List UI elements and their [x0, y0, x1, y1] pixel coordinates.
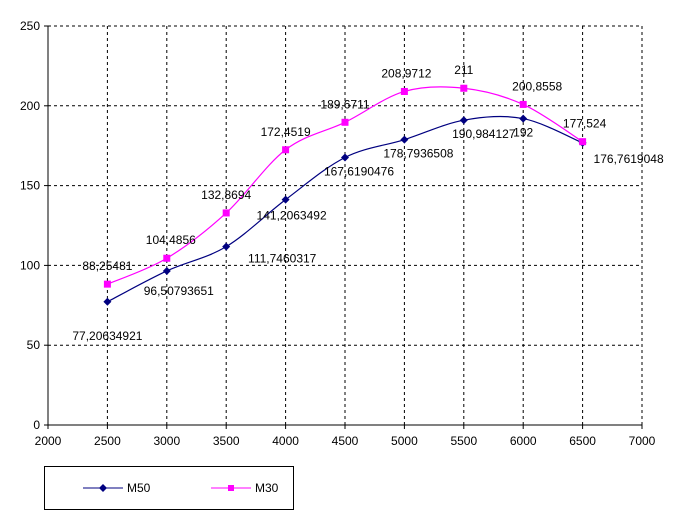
legend-label-m30: M30 [255, 481, 279, 495]
x-tick-label: 3500 [213, 434, 240, 448]
data-label-m30: 189,6711 [320, 97, 369, 111]
data-point-m30 [282, 146, 290, 154]
data-point-m30 [163, 254, 171, 262]
x-tick-label: 2500 [94, 434, 121, 448]
data-label-m50: 176,7619048 [594, 152, 664, 166]
data-point-m30 [460, 84, 468, 92]
x-tick-label: 5500 [450, 434, 477, 448]
data-label-m50: 190,984127 [452, 127, 516, 141]
data-label-m50: 96,50793651 [144, 284, 214, 298]
x-tick-label: 6000 [510, 434, 537, 448]
data-label-m50: 141,2063492 [257, 209, 327, 223]
y-tick-label: 100 [20, 258, 40, 272]
data-label-m30: 211 [454, 63, 473, 77]
data-point-m30 [103, 280, 111, 288]
data-label-m50: 167,6190476 [324, 164, 394, 178]
legend-swatch-m30 [211, 485, 251, 491]
x-tick-label: 4500 [332, 434, 359, 448]
x-tick-label: 2000 [35, 434, 62, 448]
legend-swatch-m50 [83, 484, 123, 492]
x-tick-label: 5000 [391, 434, 418, 448]
data-label-m30: 208,9712 [381, 66, 431, 80]
data-point-m30 [400, 87, 408, 95]
x-tick-label: 4000 [272, 434, 299, 448]
data-label-m30: 172,4519 [261, 125, 311, 139]
y-tick-label: 200 [20, 99, 40, 113]
legend-item-m50: M50 [83, 478, 150, 498]
legend-item-m30: M30 [211, 478, 278, 498]
legend-label-m50: M50 [127, 481, 151, 495]
series-line-m50 [107, 115, 583, 303]
data-point-m50 [281, 195, 290, 204]
x-tick-label: 3000 [153, 434, 180, 448]
data-label-m50: 192 [513, 126, 533, 140]
data-point-m30 [341, 118, 349, 126]
y-tick-label: 0 [33, 418, 40, 432]
data-point-m50 [222, 242, 231, 251]
data-label-m50: 77,20634921 [72, 329, 142, 343]
data-label-m30: 88,25481 [82, 259, 132, 273]
data-point-m50 [103, 297, 112, 306]
data-label-m30: 104,4856 [146, 233, 196, 247]
data-label-m30: 132,8694 [201, 188, 251, 202]
data-label-m50: 111,7460317 [248, 252, 317, 266]
y-tick-label: 150 [20, 179, 40, 193]
y-tick-label: 250 [20, 19, 40, 33]
x-tick-label: 6500 [569, 434, 596, 448]
data-label-m30: 177,524 [563, 117, 607, 131]
data-label-m30: 200,8558 [512, 79, 562, 93]
data-point-m30 [222, 209, 230, 217]
data-point-m50 [341, 153, 349, 162]
data-point-m50 [162, 266, 171, 275]
data-label-m50: 178,7936508 [383, 147, 453, 161]
legend: M50 M30 [44, 466, 294, 510]
data-point-m30 [579, 138, 587, 146]
data-point-m30 [519, 100, 527, 108]
x-tick-label: 7000 [629, 434, 656, 448]
y-tick-label: 50 [27, 338, 41, 352]
data-point-m50 [400, 135, 409, 144]
data-point-m50 [459, 116, 468, 125]
data-point-m50 [519, 114, 528, 123]
